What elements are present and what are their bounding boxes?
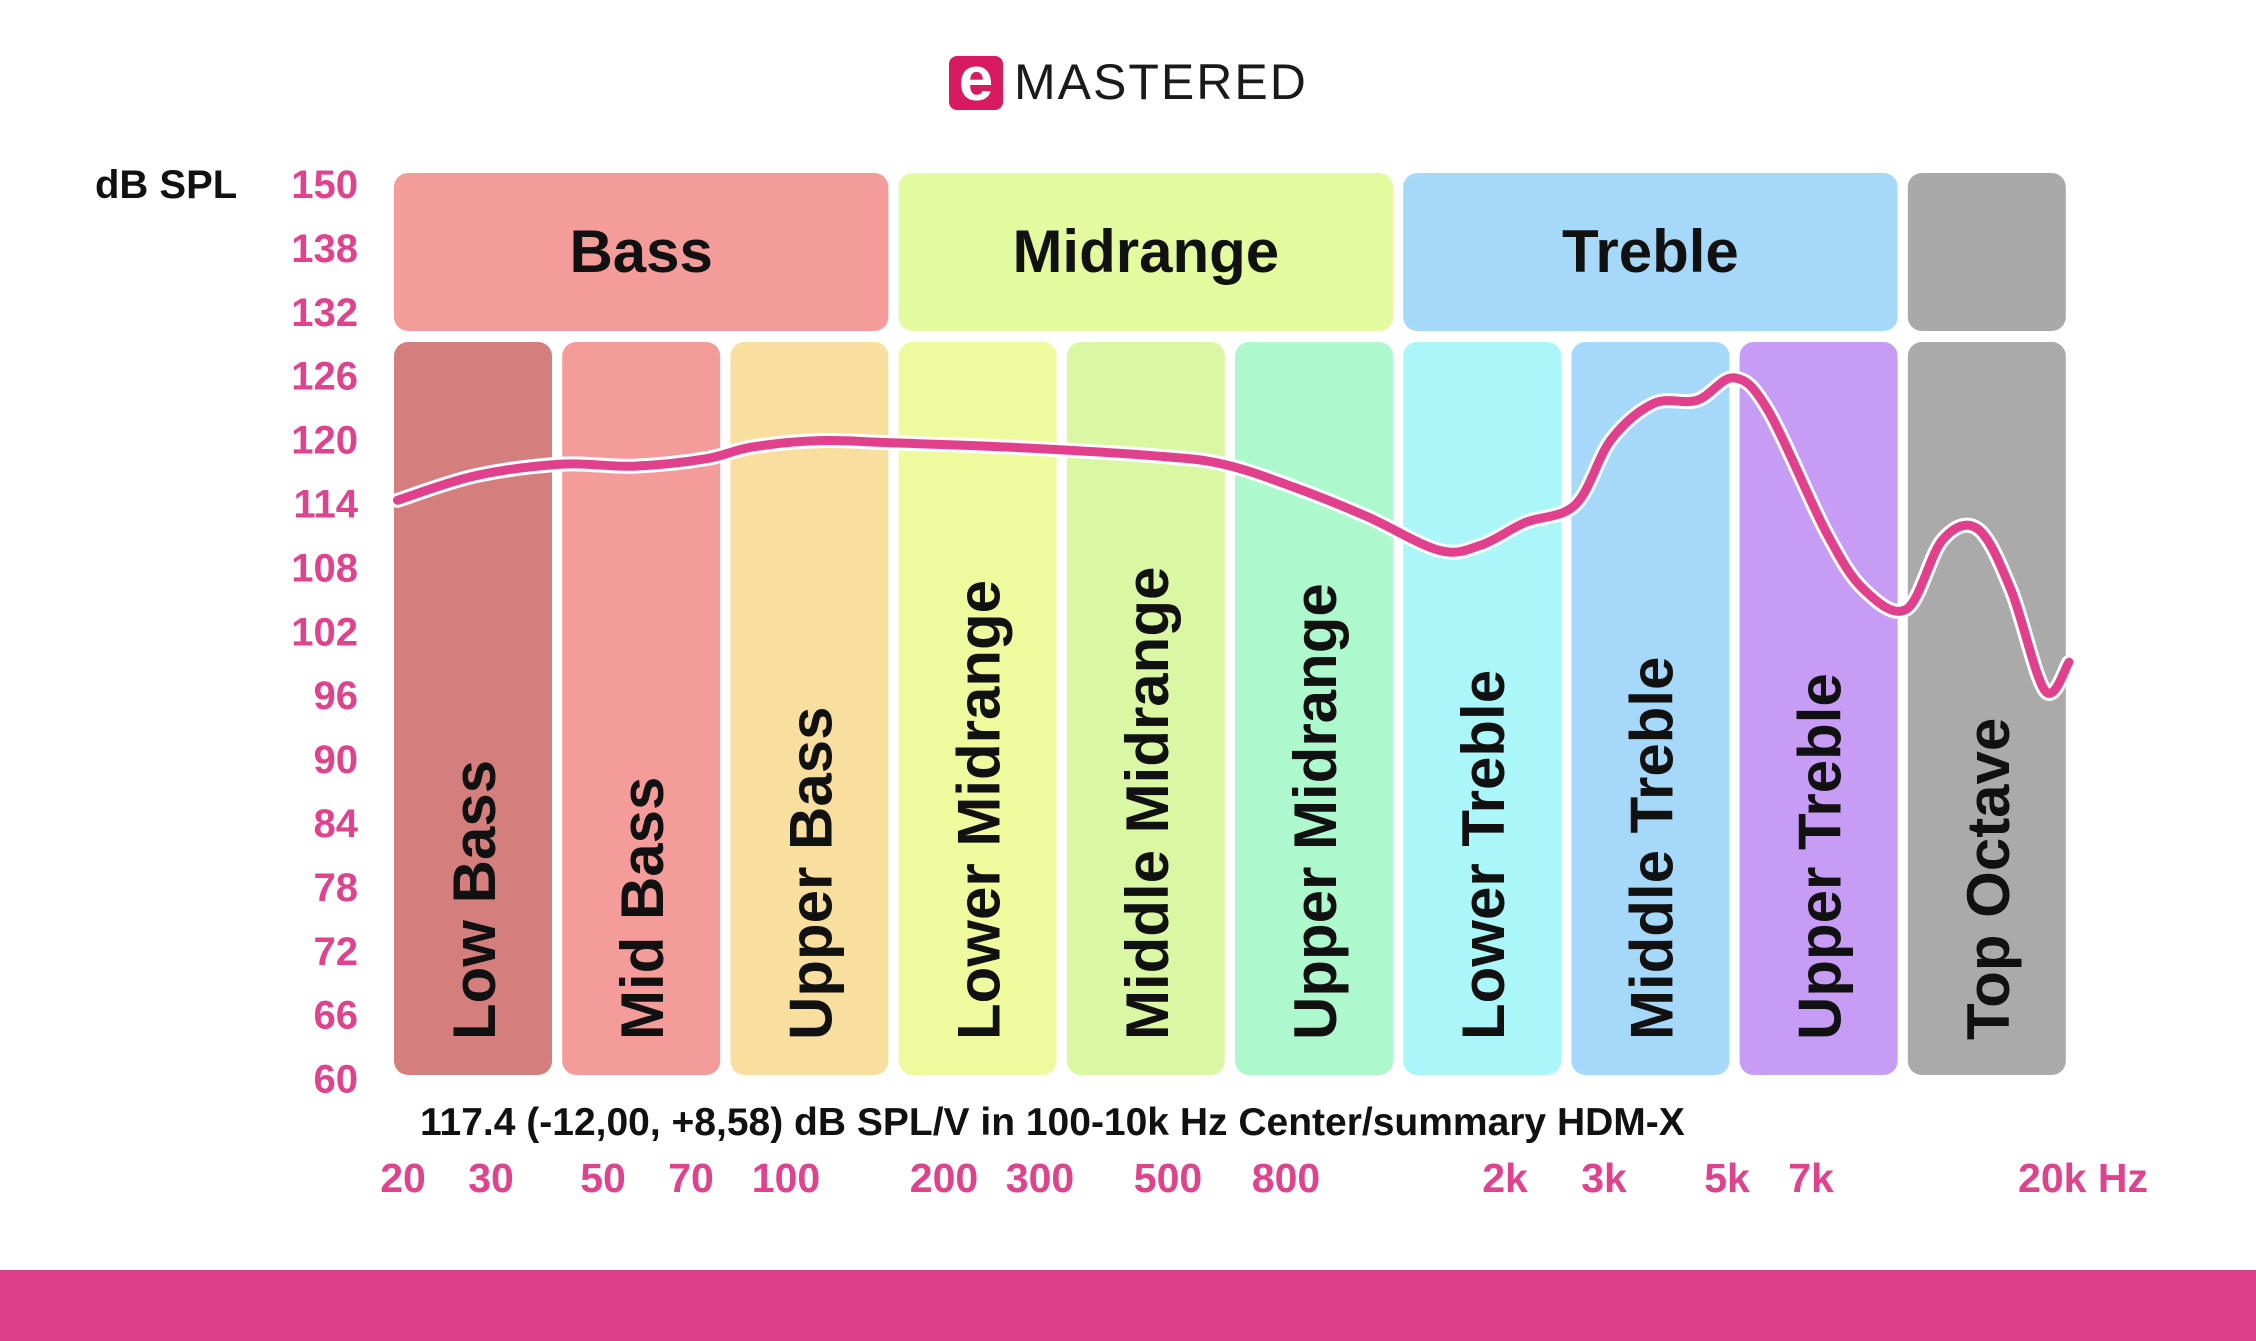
- x-tick-label: 200: [910, 1155, 978, 1201]
- brand-logo: e MASTERED: [949, 45, 1308, 114]
- band-label: Middle Midrange: [1114, 567, 1181, 1040]
- y-tick-label: 60: [314, 1058, 359, 1102]
- x-tick-label: 3k: [1581, 1155, 1627, 1201]
- x-tick-label: 30: [468, 1155, 514, 1201]
- band-label: Upper Treble: [1787, 673, 1854, 1040]
- band-label: Upper Bass: [777, 707, 844, 1040]
- band-column: [730, 342, 889, 1075]
- band-label: Upper Midrange: [1282, 583, 1349, 1040]
- x-tick-label: 800: [1252, 1155, 1320, 1201]
- band-label: Lower Treble: [1450, 670, 1517, 1040]
- footer-bar: [0, 1270, 2256, 1341]
- y-tick-label: 132: [291, 291, 358, 335]
- y-tick-label: 126: [291, 355, 358, 399]
- y-tick-label: 96: [314, 674, 359, 718]
- y-tick-label: 66: [314, 994, 359, 1038]
- band-group-header: [898, 173, 1393, 331]
- logo-letter: e: [959, 45, 993, 114]
- x-tick-label: 50: [580, 1155, 626, 1201]
- band-group-label: Midrange: [1012, 218, 1279, 285]
- x-tick-label: 2k: [1482, 1155, 1528, 1201]
- x-tick-label: 500: [1134, 1155, 1202, 1201]
- y-tick-label: 138: [291, 227, 358, 271]
- y-tick-label: 72: [314, 930, 359, 974]
- band-column: [1571, 342, 1730, 1075]
- band-column: [562, 342, 721, 1075]
- summary-text: 117.4 (-12,00, +8,58) dB SPL/V in 100-10…: [420, 1101, 1685, 1144]
- y-tick-label: 90: [314, 738, 359, 782]
- band-column: [1739, 342, 1898, 1075]
- y-tick-label: 108: [291, 546, 358, 590]
- response-curve: [393, 373, 2074, 698]
- x-tick-label: 7k: [1788, 1155, 1834, 1201]
- band-label: Mid Bass: [609, 777, 676, 1040]
- x-tick-label: 70: [668, 1155, 714, 1201]
- band-column: [1066, 342, 1225, 1075]
- x-tick-label: 20: [380, 1155, 426, 1201]
- logo-mark-icon: [949, 56, 1003, 110]
- band-label: Low Bass: [441, 760, 508, 1040]
- band-group-header: [394, 173, 889, 331]
- band-group-header: [1403, 173, 1898, 331]
- band-column: [898, 342, 1057, 1075]
- band-group-label: Treble: [1562, 218, 1739, 285]
- y-tick-label: 84: [314, 802, 359, 846]
- y-tick-label: 150: [291, 163, 358, 207]
- x-tick-label: 5k: [1704, 1155, 1750, 1201]
- x-tick-label: 100: [752, 1155, 820, 1201]
- x-tick-label: 20k Hz: [2018, 1155, 2148, 1201]
- band-column: [1235, 342, 1393, 1075]
- band-column: [394, 342, 552, 1075]
- y-tick-label: 78: [314, 866, 359, 910]
- y-tick-label: 120: [291, 419, 358, 463]
- band-group-header: [1907, 173, 2066, 331]
- brand-name: MASTERED: [1014, 54, 1308, 110]
- band-label: Top Octave: [1955, 718, 2022, 1040]
- y-tick-label: 114: [293, 483, 358, 527]
- band-label: Lower Midrange: [946, 580, 1013, 1040]
- y-axis-title: dB SPL: [95, 163, 237, 207]
- band-label: Middle Treble: [1618, 657, 1685, 1040]
- x-tick-label: 300: [1006, 1155, 1074, 1201]
- band-group-label: Bass: [569, 218, 712, 285]
- y-tick-label: 102: [291, 610, 358, 654]
